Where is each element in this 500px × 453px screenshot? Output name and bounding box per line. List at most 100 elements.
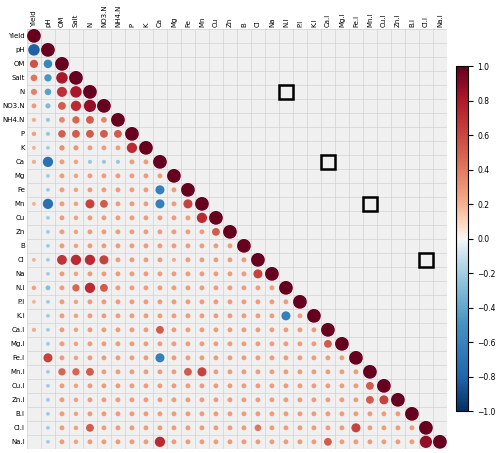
Circle shape	[144, 398, 148, 401]
Circle shape	[60, 300, 64, 304]
Circle shape	[72, 101, 80, 110]
Circle shape	[60, 174, 64, 178]
Circle shape	[214, 272, 218, 275]
Circle shape	[214, 342, 218, 346]
Circle shape	[256, 440, 260, 443]
Circle shape	[200, 342, 203, 346]
Circle shape	[186, 258, 190, 261]
Circle shape	[294, 296, 306, 308]
Circle shape	[214, 370, 218, 374]
Circle shape	[102, 328, 106, 332]
Circle shape	[88, 146, 92, 149]
Circle shape	[284, 398, 288, 401]
Circle shape	[86, 424, 93, 431]
Circle shape	[158, 244, 162, 248]
Circle shape	[46, 441, 49, 443]
Circle shape	[74, 146, 78, 149]
Circle shape	[112, 114, 124, 126]
Circle shape	[58, 87, 66, 96]
Bar	[419, 253, 433, 267]
Circle shape	[256, 286, 260, 289]
Circle shape	[86, 369, 93, 375]
Circle shape	[186, 384, 190, 388]
Circle shape	[116, 216, 119, 220]
Circle shape	[406, 408, 418, 420]
Circle shape	[158, 370, 162, 374]
Circle shape	[156, 354, 164, 361]
Circle shape	[74, 174, 78, 178]
Circle shape	[74, 398, 78, 401]
Circle shape	[214, 398, 218, 401]
Circle shape	[284, 356, 288, 360]
Circle shape	[46, 174, 49, 177]
Circle shape	[28, 30, 40, 42]
Circle shape	[172, 216, 176, 220]
Circle shape	[102, 426, 106, 429]
Circle shape	[228, 440, 232, 443]
Circle shape	[172, 328, 176, 332]
Circle shape	[102, 160, 106, 163]
Circle shape	[298, 356, 302, 360]
Circle shape	[32, 160, 35, 163]
Circle shape	[172, 272, 176, 275]
Circle shape	[116, 300, 119, 304]
Circle shape	[102, 230, 106, 234]
Circle shape	[242, 370, 246, 374]
Circle shape	[284, 384, 288, 388]
Circle shape	[326, 398, 330, 401]
Circle shape	[130, 440, 134, 443]
Circle shape	[214, 258, 218, 261]
Circle shape	[144, 188, 148, 192]
Circle shape	[172, 259, 176, 261]
Circle shape	[214, 356, 218, 360]
Circle shape	[256, 412, 260, 415]
Circle shape	[284, 440, 288, 443]
Circle shape	[270, 328, 274, 332]
Circle shape	[116, 188, 119, 192]
Circle shape	[270, 398, 274, 401]
Circle shape	[340, 412, 344, 415]
Circle shape	[368, 412, 372, 415]
Circle shape	[74, 328, 78, 332]
Circle shape	[228, 272, 232, 275]
Circle shape	[59, 131, 65, 137]
Circle shape	[298, 412, 302, 415]
Circle shape	[340, 398, 344, 401]
Circle shape	[130, 286, 134, 289]
Circle shape	[46, 413, 49, 415]
Circle shape	[298, 328, 302, 332]
Circle shape	[73, 117, 79, 123]
Circle shape	[46, 231, 49, 233]
Circle shape	[340, 426, 344, 429]
Circle shape	[382, 412, 386, 415]
Circle shape	[116, 146, 119, 149]
Circle shape	[144, 272, 148, 275]
Circle shape	[102, 314, 106, 318]
Circle shape	[186, 244, 190, 248]
Circle shape	[312, 412, 316, 415]
Circle shape	[172, 426, 176, 429]
Circle shape	[156, 200, 164, 207]
Circle shape	[116, 398, 119, 401]
Circle shape	[44, 354, 52, 361]
Circle shape	[144, 342, 148, 346]
Circle shape	[214, 426, 218, 429]
Circle shape	[198, 213, 206, 222]
Circle shape	[242, 342, 246, 346]
Circle shape	[340, 384, 344, 388]
Circle shape	[172, 314, 176, 318]
Circle shape	[312, 356, 316, 360]
Circle shape	[186, 440, 190, 443]
Circle shape	[130, 258, 134, 261]
Circle shape	[214, 440, 218, 443]
Circle shape	[46, 399, 49, 401]
Circle shape	[326, 384, 330, 388]
Circle shape	[88, 300, 92, 304]
Circle shape	[242, 440, 246, 443]
Circle shape	[378, 380, 390, 392]
Circle shape	[144, 286, 148, 289]
Circle shape	[270, 440, 274, 443]
Circle shape	[32, 202, 35, 205]
Circle shape	[420, 436, 432, 447]
Circle shape	[46, 286, 50, 289]
